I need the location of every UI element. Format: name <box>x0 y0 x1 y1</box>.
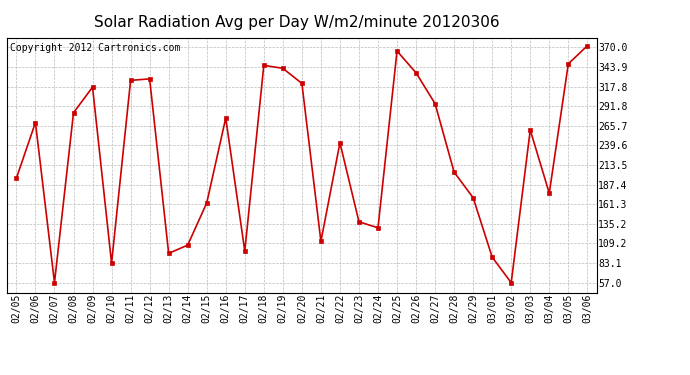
Text: Copyright 2012 Cartronics.com: Copyright 2012 Cartronics.com <box>10 43 180 52</box>
Text: Solar Radiation Avg per Day W/m2/minute 20120306: Solar Radiation Avg per Day W/m2/minute … <box>94 15 500 30</box>
